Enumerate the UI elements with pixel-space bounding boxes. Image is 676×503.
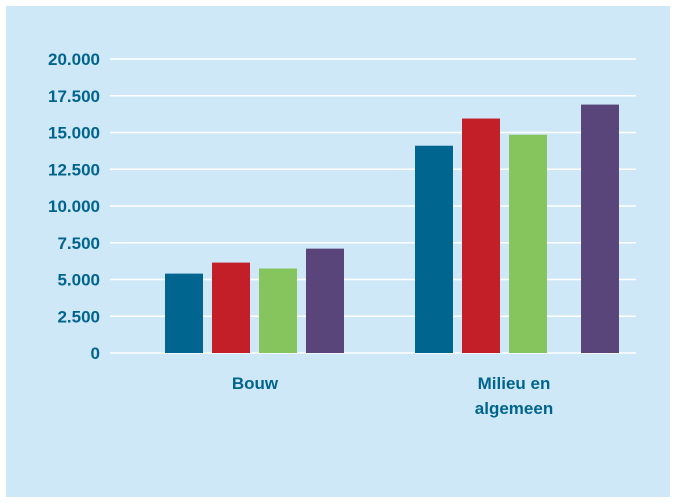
bar bbox=[462, 118, 500, 353]
bar bbox=[165, 273, 203, 353]
y-tick-label: 10.000 bbox=[48, 197, 100, 216]
bar bbox=[306, 248, 344, 353]
y-tick-label: 17.500 bbox=[48, 87, 100, 106]
y-tick-label: 5.000 bbox=[57, 271, 100, 290]
y-tick-label: 15.000 bbox=[48, 124, 100, 143]
bar bbox=[212, 262, 250, 353]
y-tick-label: 12.500 bbox=[48, 160, 100, 179]
y-tick-label: 7.500 bbox=[57, 234, 100, 253]
y-tick-label: 20.000 bbox=[48, 50, 100, 69]
x-category-label: algemeen bbox=[475, 399, 553, 418]
y-tick-label: 0 bbox=[91, 344, 100, 363]
bar bbox=[415, 145, 453, 353]
y-axis-labels: 0 2.500 5.000 7.500 10.000 12.500 15.000 17.500… bbox=[48, 50, 100, 363]
y-tick-label: 2.500 bbox=[57, 307, 100, 326]
x-axis-labels: Bouw Milieu en algemeen bbox=[232, 374, 553, 418]
bar bbox=[509, 134, 547, 353]
x-category-label: Milieu en bbox=[478, 374, 551, 393]
bars bbox=[165, 104, 619, 353]
bar bbox=[581, 104, 619, 353]
x-category-label: Bouw bbox=[232, 374, 279, 393]
bar bbox=[259, 268, 297, 353]
